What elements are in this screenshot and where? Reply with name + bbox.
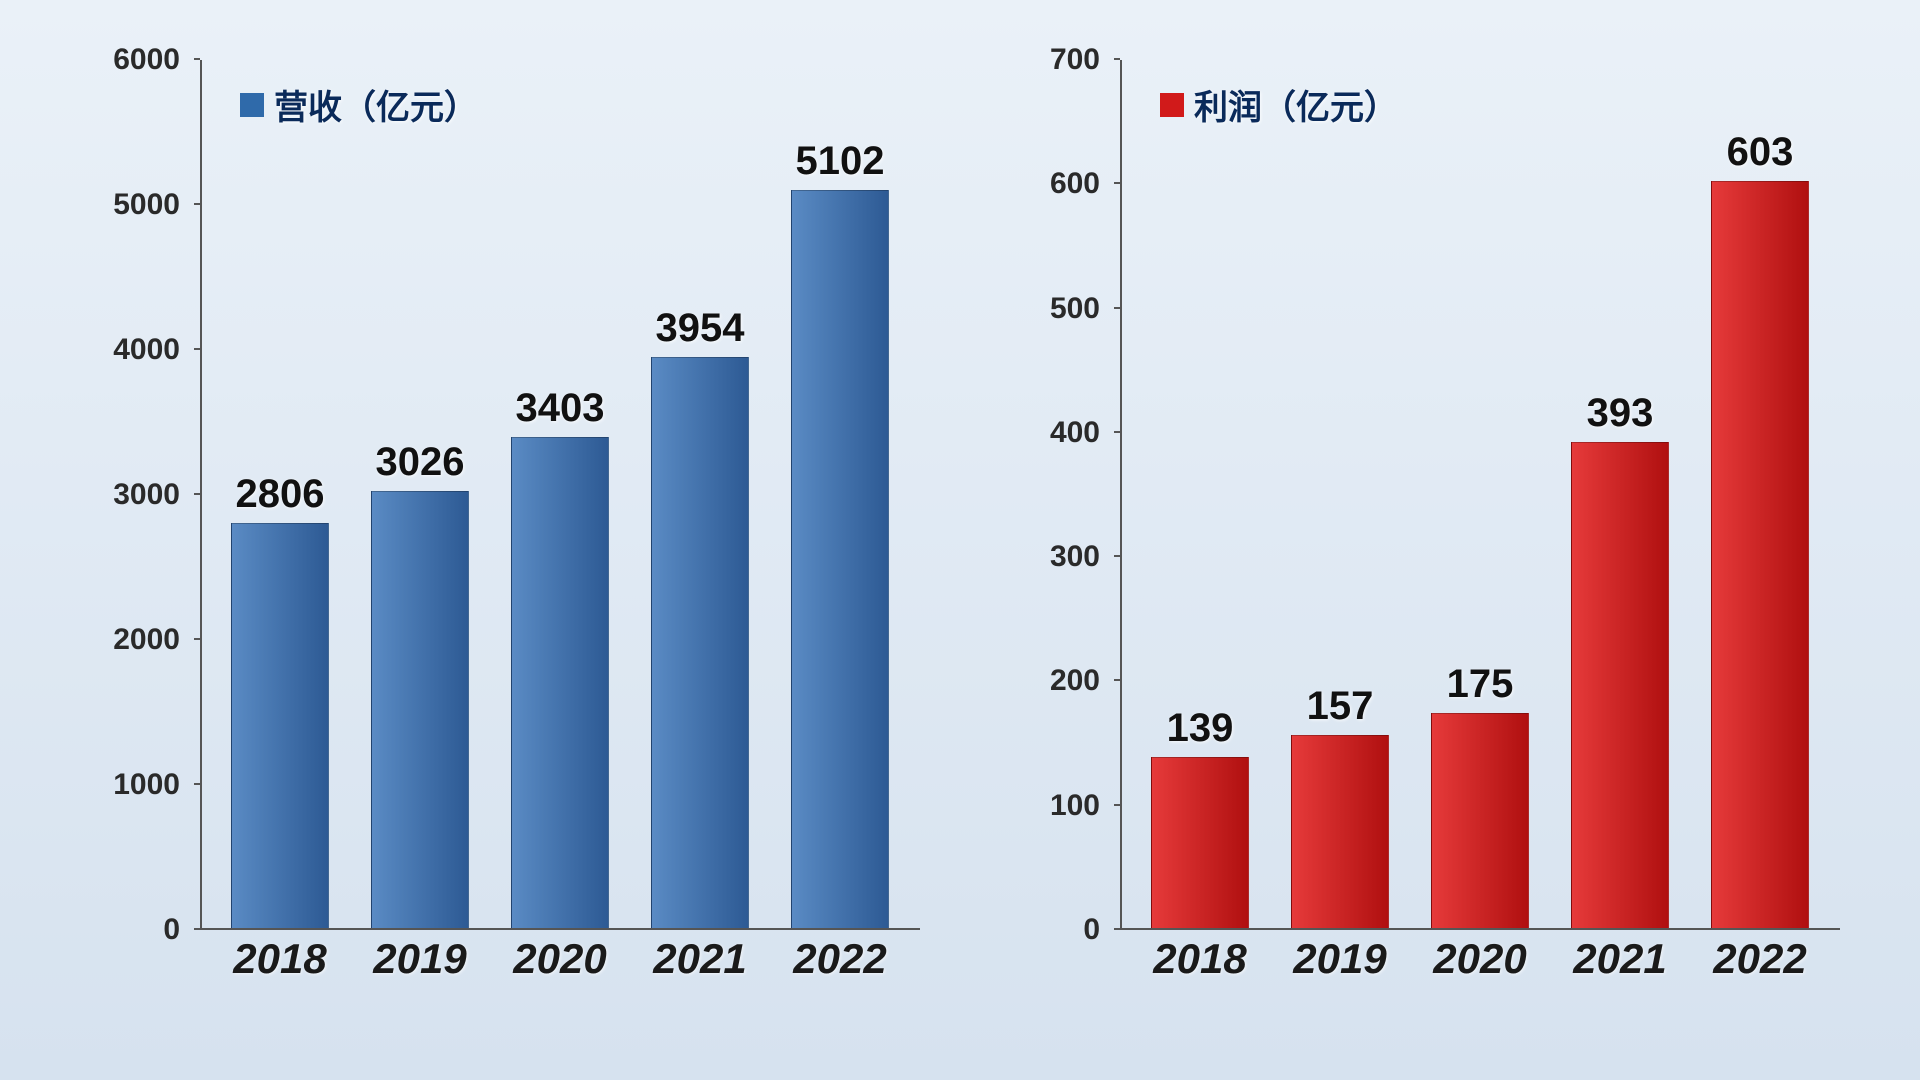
revenue-bar-value: 3954: [656, 306, 745, 351]
revenue-bar: [231, 523, 329, 930]
profit-chart-panel: 利润（亿元） 0 100 200 300 400 500 600 700 139 157 175 3…: [980, 40, 1860, 1020]
profit-bar: [1291, 735, 1389, 930]
profit-bars: 139 157 175 393 603: [1120, 60, 1840, 930]
profit-plot-area: 139 157 175 393 603: [1120, 60, 1840, 930]
revenue-plot-area: 2806 3026 3403 3954 5102: [200, 60, 920, 930]
revenue-x-axis-line: [200, 928, 920, 930]
revenue-bar-value: 3026: [376, 440, 465, 485]
profit-ytick: 100: [1050, 789, 1100, 823]
revenue-bar: [371, 491, 469, 930]
profit-legend-label: 利润（亿元）: [1194, 80, 1398, 129]
revenue-y-axis: 0100020003000400050006000: [60, 60, 190, 930]
profit-bar-group: 175: [1410, 60, 1550, 930]
revenue-bar-group: 3026: [350, 60, 490, 930]
profit-bar-value: 603: [1727, 130, 1794, 175]
profit-bar-value: 393: [1587, 391, 1654, 436]
profit-bar: [1151, 757, 1249, 930]
revenue-legend: 营收（亿元）: [240, 80, 478, 129]
revenue-ytick: 2000: [113, 623, 180, 657]
revenue-bar: [791, 190, 889, 930]
profit-bar-value: 139: [1167, 706, 1234, 751]
revenue-bar-group: 2806: [210, 60, 350, 930]
revenue-bar-group: 3403: [490, 60, 630, 930]
profit-bar: [1711, 181, 1809, 930]
profit-ytick: 300: [1050, 540, 1100, 574]
revenue-bar: [651, 357, 749, 930]
revenue-x-labels: 20182019202020212022: [200, 935, 920, 1005]
profit-ytick: 400: [1050, 416, 1100, 450]
revenue-x-label: 2020: [490, 935, 630, 1005]
profit-ytick: 0: [1083, 913, 1100, 947]
profit-x-label: 2020: [1410, 935, 1550, 1005]
revenue-bar-group: 5102: [770, 60, 910, 930]
profit-bar-group: 393: [1550, 60, 1690, 930]
charts-container: 营收（亿元） 0100020003000400050006000 2806302…: [0, 0, 1920, 1080]
profit-ytick: 500: [1050, 292, 1100, 326]
profit-bar-value: 157: [1307, 684, 1374, 729]
revenue-bar-group: 3954: [630, 60, 770, 930]
revenue-x-label: 2022: [770, 935, 910, 1005]
profit-bar-value: 175: [1447, 662, 1514, 707]
revenue-ytick: 1000: [113, 768, 180, 802]
profit-bar: [1571, 442, 1669, 930]
revenue-bar-value: 5102: [796, 139, 885, 184]
revenue-ytick: 6000: [113, 43, 180, 77]
profit-bar-group: 139: [1130, 60, 1270, 930]
profit-x-label: 2019: [1270, 935, 1410, 1005]
revenue-ytick: 3000: [113, 478, 180, 512]
profit-x-axis-line: [1120, 928, 1840, 930]
profit-y-axis: 0100200300400500600700: [980, 60, 1110, 930]
revenue-legend-label: 营收（亿元）: [274, 80, 478, 129]
profit-bar-group: 157: [1270, 60, 1410, 930]
profit-ytick: 200: [1050, 664, 1100, 698]
revenue-x-label: 2018: [210, 935, 350, 1005]
revenue-bar-value: 2806: [236, 472, 325, 517]
profit-bar-group: 603: [1690, 60, 1830, 930]
revenue-bars: 2806 3026 3403 3954 5102: [200, 60, 920, 930]
revenue-ytick: 4000: [113, 333, 180, 367]
profit-legend-swatch: [1160, 93, 1184, 117]
profit-bar: [1431, 713, 1529, 931]
revenue-ytick: 0: [163, 913, 180, 947]
profit-x-label: 2022: [1690, 935, 1830, 1005]
revenue-chart-panel: 营收（亿元） 0 1000 2000 3000 4000 5000 6000 2806 302…: [60, 40, 940, 1020]
revenue-x-label: 2021: [630, 935, 770, 1005]
profit-x-labels: 20182019202020212022: [1120, 935, 1840, 1005]
revenue-bar: [511, 437, 609, 930]
revenue-legend-swatch: [240, 93, 264, 117]
profit-legend: 利润（亿元）: [1160, 80, 1398, 129]
profit-x-label: 2021: [1550, 935, 1690, 1005]
profit-ytick: 600: [1050, 167, 1100, 201]
revenue-bar-value: 3403: [516, 386, 605, 431]
revenue-x-label: 2019: [350, 935, 490, 1005]
profit-x-label: 2018: [1130, 935, 1270, 1005]
profit-ytick: 700: [1050, 43, 1100, 77]
revenue-ytick: 5000: [113, 188, 180, 222]
